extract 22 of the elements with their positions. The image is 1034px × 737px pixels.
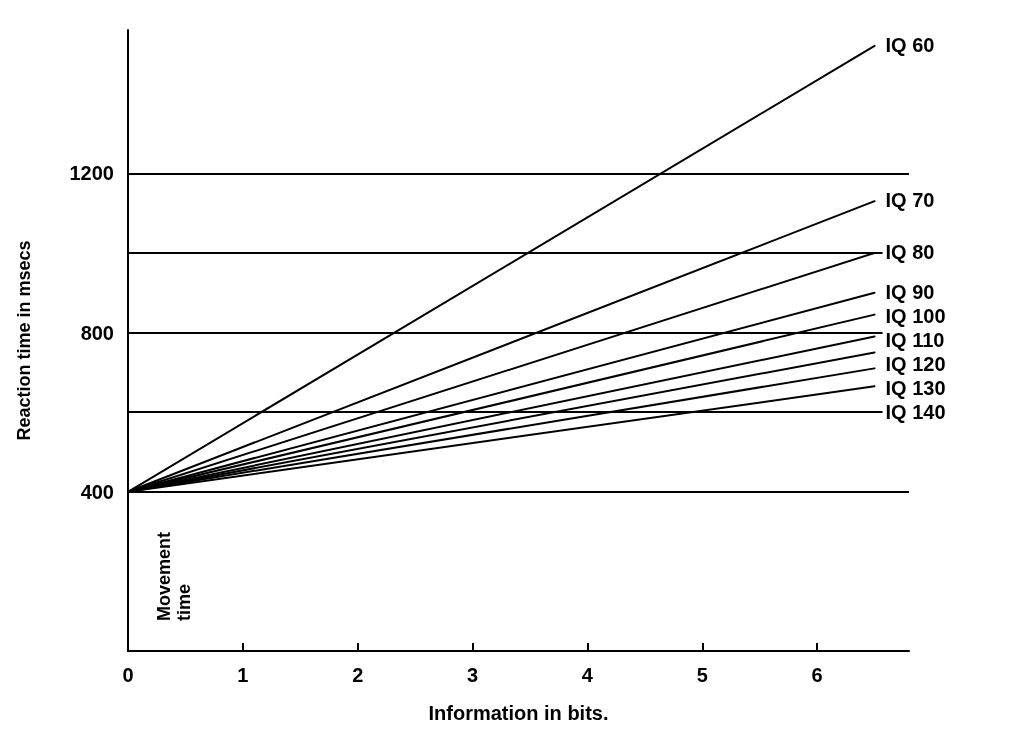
x-tick-label: 4 bbox=[581, 664, 594, 686]
y-axis-title: Reaction time in msecs bbox=[14, 240, 34, 441]
series-label: IQ 60 bbox=[885, 33, 935, 56]
series-label: IQ 110 bbox=[885, 328, 945, 351]
x-tick-label: 2 bbox=[352, 664, 364, 686]
x-tick-label: 1 bbox=[237, 664, 249, 686]
series-label: IQ 140 bbox=[885, 400, 946, 423]
series-label: IQ 80 bbox=[885, 240, 935, 263]
series-label: IQ 100 bbox=[885, 304, 946, 327]
x-tick-label: 6 bbox=[811, 664, 823, 686]
x-tick-label: 3 bbox=[467, 664, 479, 686]
y-tick-label: 400 bbox=[80, 480, 114, 503]
x-tick-label: 0 bbox=[122, 664, 134, 686]
x-axis-title: Information in bits. bbox=[428, 702, 609, 724]
series-label: IQ 70 bbox=[885, 189, 935, 212]
y-tick-label: 800 bbox=[80, 321, 114, 344]
annotation: Movement time bbox=[154, 531, 194, 621]
series-label: IQ 90 bbox=[885, 280, 935, 303]
y-tick-label: 1200 bbox=[69, 162, 114, 185]
series-label: IQ 120 bbox=[885, 352, 946, 375]
x-tick-label: 5 bbox=[696, 664, 708, 686]
series-label: IQ 130 bbox=[885, 376, 946, 399]
